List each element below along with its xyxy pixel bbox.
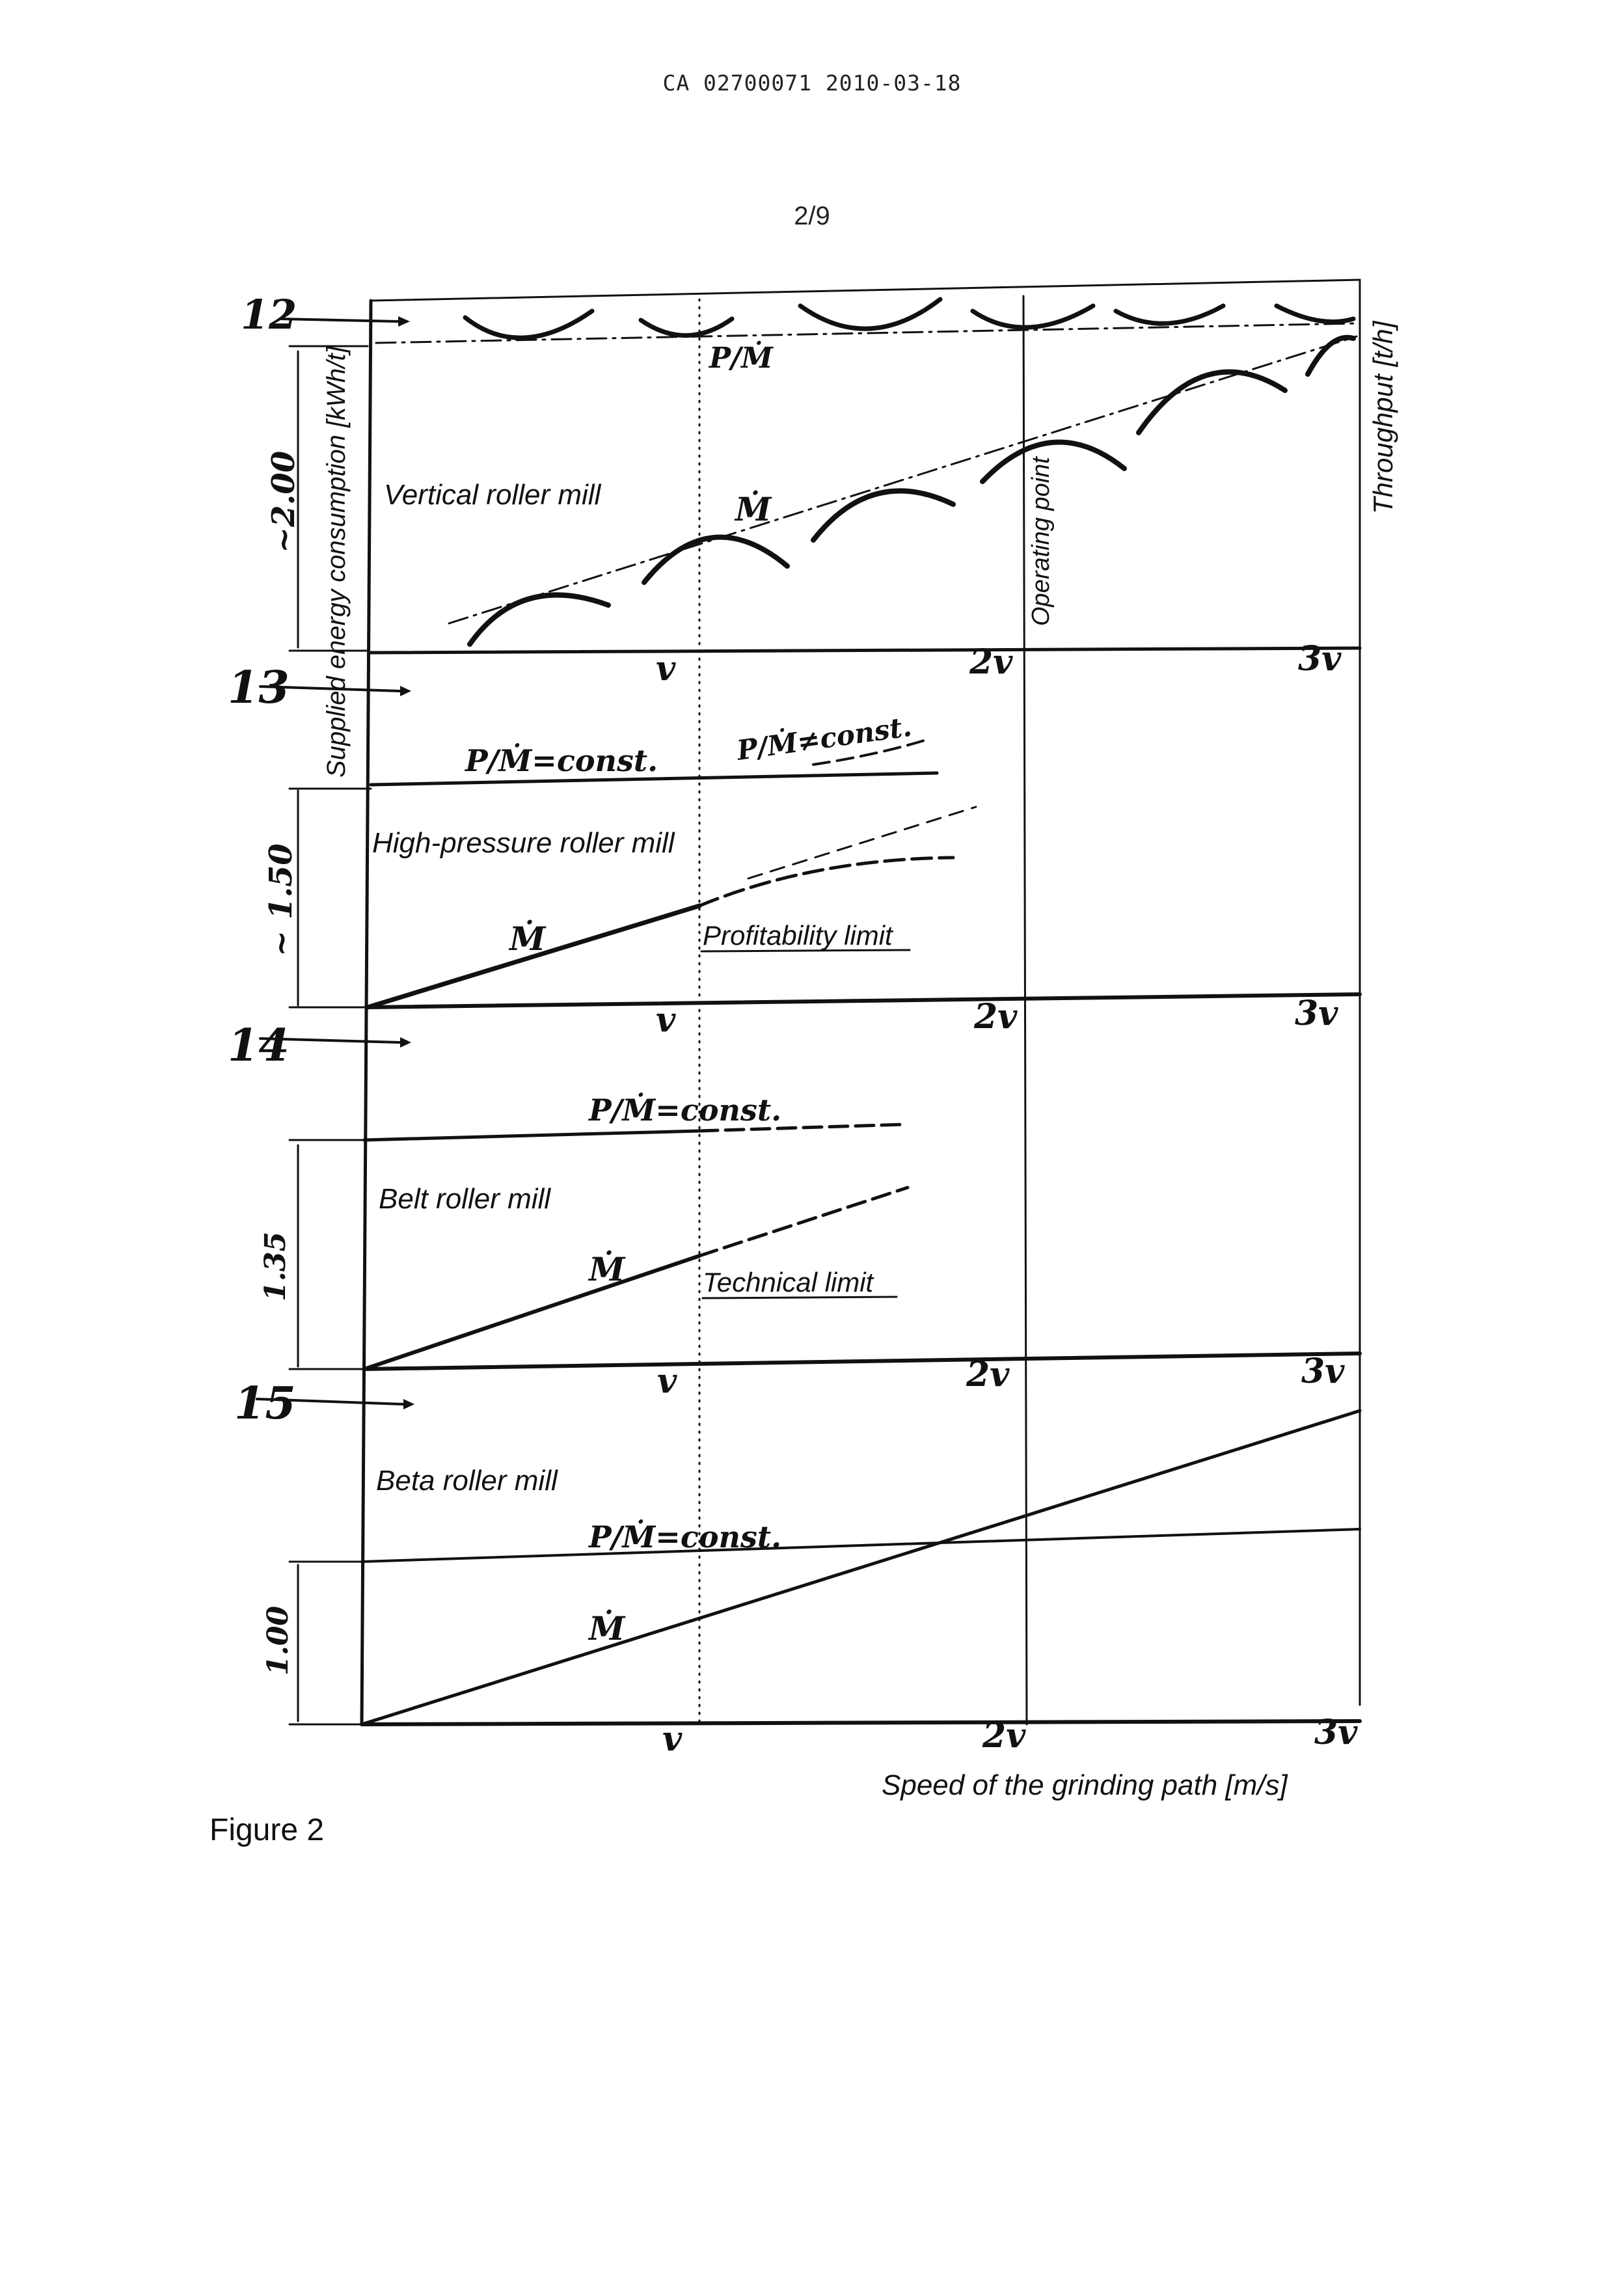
- operating-point-label: Operating point: [1027, 456, 1055, 626]
- panel-14-throughput-line: [364, 1256, 699, 1369]
- technical-limit-label: Technical limit: [703, 1267, 875, 1297]
- panel-14-tick-v: v: [657, 1361, 677, 1401]
- panel-12-tick-2v: 2v: [969, 642, 1013, 682]
- panel-15-tick-3v: 3v: [1314, 1713, 1358, 1752]
- ref-numeral-12: 12: [241, 291, 297, 338]
- panel-12-title: Vertical roller mill: [384, 479, 602, 511]
- panel-14-baseline: [364, 1353, 1360, 1369]
- ref-numeral-14: 14: [228, 1020, 290, 1072]
- panel-13-title: High-pressure roller mill: [372, 827, 675, 859]
- ref-13-arrowhead: [400, 686, 411, 696]
- panel-12-throughput-scallops: [470, 338, 1353, 644]
- y-axis-right-label: Throughput [t/h]: [1368, 320, 1398, 514]
- panel-12-tick-3v: 3v: [1298, 639, 1342, 679]
- panel-13-dashed-trend: [748, 807, 976, 878]
- panel-15-throughput-label: Ṁ: [588, 1609, 626, 1648]
- panel-13-throughput-label: Ṁ: [508, 919, 547, 958]
- panel-14-tick-2v: 2v: [966, 1355, 1010, 1394]
- figure-caption: Figure 2: [210, 1812, 324, 1848]
- x-axis-label: Speed of the grinding path [m/s]: [882, 1769, 1289, 1801]
- profitability-limit-label: Profitability limit: [703, 920, 894, 951]
- panel-15-throughput-line: [362, 1411, 1360, 1724]
- ref-12-arrowhead: [398, 316, 410, 327]
- y-axis-left-label: Supplied energy consumption [kWh/t]: [322, 346, 351, 778]
- panel-13-energy-label-2: P/Ṁ≠const.: [734, 709, 914, 767]
- panel-14-energy-label: P/Ṁ=const.: [588, 1092, 781, 1128]
- panel-13-baseline: [368, 994, 1360, 1007]
- ref-14-arrowhead: [400, 1037, 411, 1048]
- panel-14-tick-3v: 3v: [1301, 1352, 1345, 1391]
- panel-15-dimension-label: 1.00: [262, 1605, 295, 1676]
- panel-15-title: Beta roller mill: [376, 1465, 558, 1497]
- panel-14-title: Belt roller mill: [379, 1183, 551, 1215]
- panel-13-throughput-extension: [699, 858, 953, 906]
- frame-top: [371, 280, 1360, 301]
- panel-15-tick-v: v: [662, 1719, 683, 1759]
- frame-left: [362, 301, 371, 1724]
- gridline-2v: [1023, 296, 1027, 1724]
- panel-12-tick-v: v: [656, 649, 676, 688]
- panel-12-energy-label: P/Ṁ: [708, 340, 774, 375]
- ref-15-arrowhead: [403, 1399, 414, 1409]
- panel-14-throughput-dashed: [699, 1188, 908, 1256]
- panel-12-baseline: [371, 648, 1360, 653]
- panel-13-dimension-label: ~ 1.50: [263, 843, 299, 957]
- panel-15-baseline: [362, 1721, 1360, 1724]
- panel-14-throughput-label: Ṁ: [588, 1249, 626, 1288]
- ref-numeral-13: 13: [228, 662, 290, 714]
- panel-15-energy-label: P/Ṁ=const.: [588, 1519, 781, 1555]
- ref-numeral-15: 15: [234, 1378, 296, 1430]
- panel-13-tick-3v: 3v: [1295, 994, 1338, 1033]
- panel-13-tick-v: v: [656, 1000, 676, 1040]
- panel-12-throughput-label: Ṁ: [734, 489, 772, 528]
- panel-15-tick-2v: 2v: [982, 1716, 1026, 1756]
- panel-14-energy-line: [364, 1131, 699, 1140]
- panel-12-dimension-label: ~2.00: [265, 451, 302, 553]
- panel-13-tick-2v: 2v: [973, 997, 1018, 1037]
- ref-12-leader: [280, 319, 398, 321]
- panel-14-dimension-label: 1.35: [259, 1232, 292, 1301]
- panel-15-energy-line: [362, 1529, 1360, 1562]
- panel-13-energy-label: P/Ṁ=const.: [464, 742, 658, 778]
